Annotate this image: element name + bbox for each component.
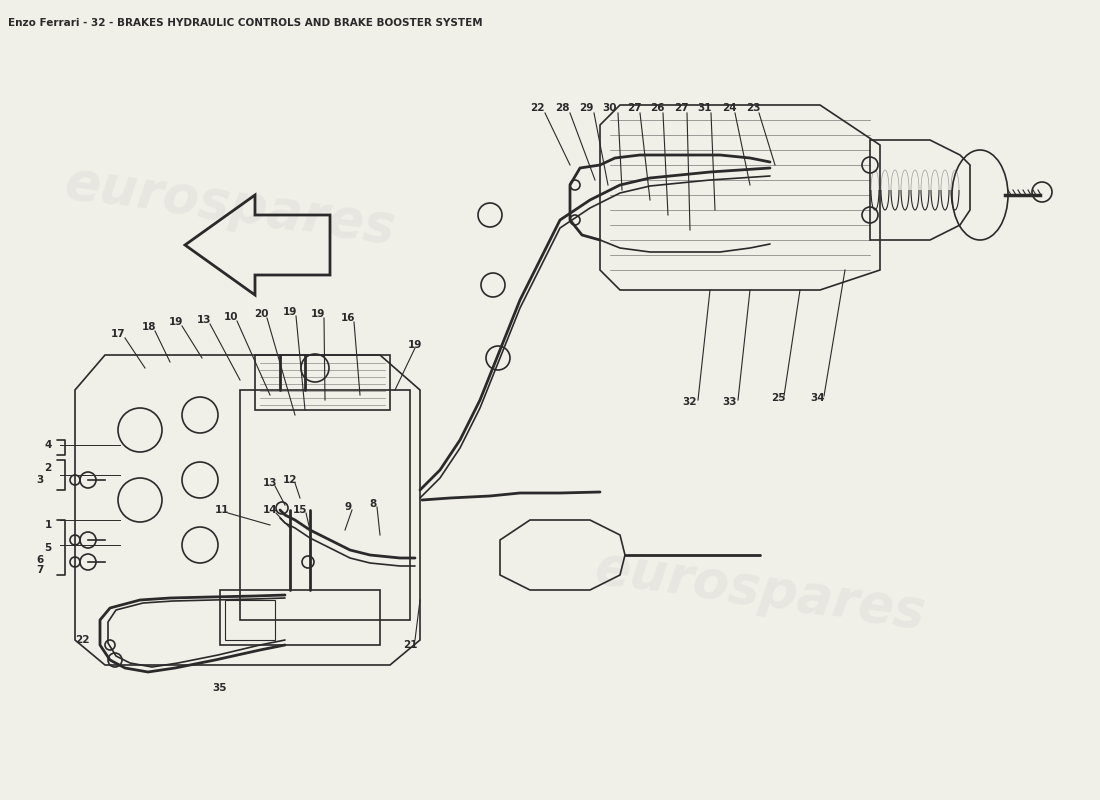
Text: 28: 28 bbox=[554, 103, 570, 113]
Text: 32: 32 bbox=[683, 397, 697, 407]
Text: 19: 19 bbox=[168, 317, 184, 327]
Text: 11: 11 bbox=[214, 505, 229, 515]
Text: 21: 21 bbox=[403, 640, 417, 650]
Text: eurospares: eurospares bbox=[592, 541, 928, 639]
Text: 19: 19 bbox=[311, 309, 326, 319]
Text: 5: 5 bbox=[44, 543, 52, 553]
Text: 7: 7 bbox=[36, 565, 44, 575]
Text: 29: 29 bbox=[579, 103, 593, 113]
Text: 13: 13 bbox=[197, 315, 211, 325]
Bar bbox=[255, 355, 390, 410]
Text: 17: 17 bbox=[111, 329, 125, 339]
Text: 18: 18 bbox=[142, 322, 156, 332]
Bar bbox=[220, 590, 380, 645]
Text: 33: 33 bbox=[723, 397, 737, 407]
Bar bbox=[240, 390, 410, 620]
Text: 27: 27 bbox=[673, 103, 689, 113]
Text: 8: 8 bbox=[370, 499, 376, 509]
Bar bbox=[226, 600, 275, 640]
Text: 20: 20 bbox=[254, 309, 268, 319]
Text: 4: 4 bbox=[44, 440, 52, 450]
Text: 26: 26 bbox=[650, 103, 664, 113]
Text: 22: 22 bbox=[530, 103, 544, 113]
Text: 3: 3 bbox=[36, 475, 44, 485]
Text: 10: 10 bbox=[223, 312, 239, 322]
Text: eurospares: eurospares bbox=[62, 156, 398, 254]
Text: 31: 31 bbox=[697, 103, 713, 113]
Text: 9: 9 bbox=[344, 502, 352, 512]
Text: 22: 22 bbox=[75, 635, 89, 645]
Text: 34: 34 bbox=[811, 393, 825, 403]
Text: Enzo Ferrari - 32 - BRAKES HYDRAULIC CONTROLS AND BRAKE BOOSTER SYSTEM: Enzo Ferrari - 32 - BRAKES HYDRAULIC CON… bbox=[8, 18, 483, 28]
Text: 19: 19 bbox=[408, 340, 422, 350]
Text: 23: 23 bbox=[746, 103, 760, 113]
Text: 16: 16 bbox=[341, 313, 355, 323]
Text: 30: 30 bbox=[603, 103, 617, 113]
Text: 15: 15 bbox=[293, 505, 307, 515]
Text: 24: 24 bbox=[722, 103, 736, 113]
Text: 6: 6 bbox=[36, 555, 44, 565]
Text: 12: 12 bbox=[283, 475, 297, 485]
Text: 13: 13 bbox=[263, 478, 277, 488]
Text: 25: 25 bbox=[771, 393, 785, 403]
Text: 27: 27 bbox=[627, 103, 641, 113]
Text: 35: 35 bbox=[212, 683, 228, 693]
Text: 2: 2 bbox=[44, 463, 52, 473]
Text: 1: 1 bbox=[44, 520, 52, 530]
Text: 14: 14 bbox=[263, 505, 277, 515]
Text: 19: 19 bbox=[283, 307, 297, 317]
